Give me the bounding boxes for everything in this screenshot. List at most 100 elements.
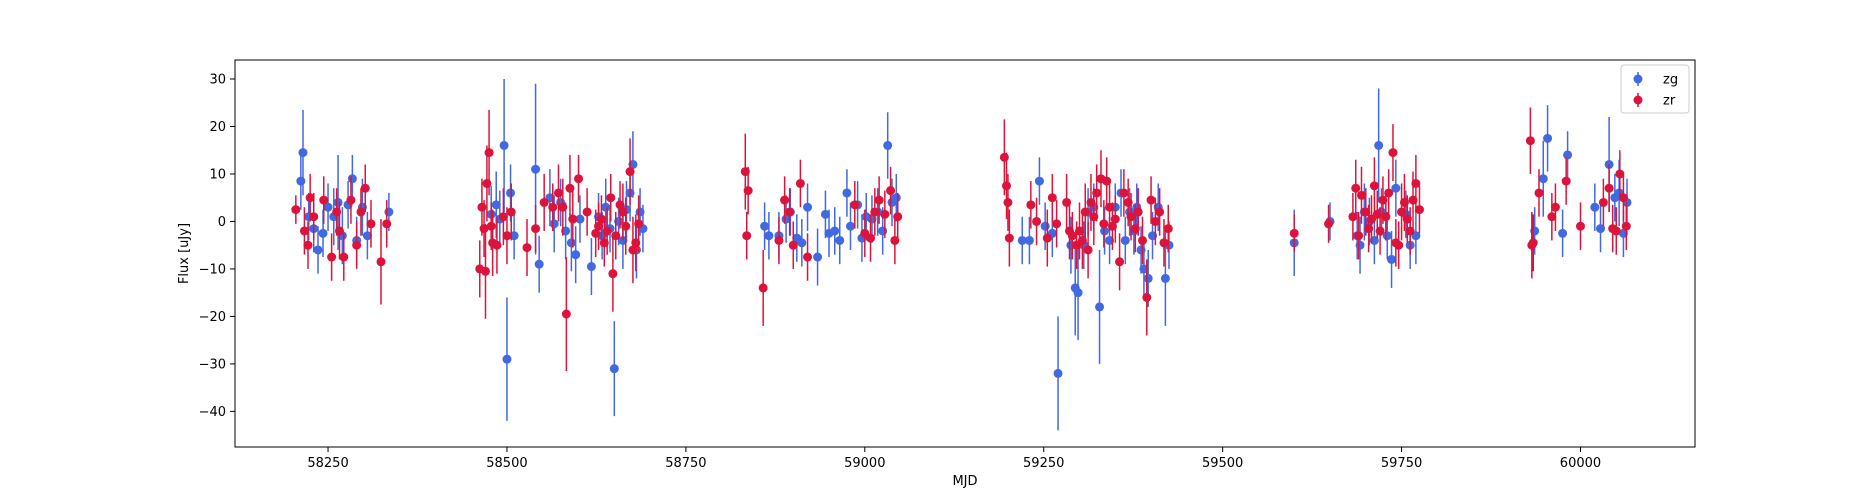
data-point [1414,205,1424,215]
data-point [1563,150,1573,160]
data-point [803,252,813,262]
y-tick-label: 0 [218,215,226,230]
data-point [1384,188,1394,198]
data-point [313,245,323,255]
plot-frame [234,59,1696,448]
data-point [531,224,541,234]
data-point [360,183,370,193]
data-point [1146,195,1156,205]
data-point [1073,288,1083,298]
data-point [1405,226,1415,236]
data-point [1026,200,1036,210]
data-point [1604,183,1614,193]
data-point [774,235,784,245]
data-point [1382,231,1392,241]
data-point [606,193,616,203]
data-point [1142,292,1152,302]
legend: zg zr [1620,64,1690,114]
data-point [566,238,576,248]
data-point [1543,133,1553,143]
data-point [376,257,386,267]
data-point [1387,254,1397,264]
data-point [299,226,309,236]
legend-marker [1633,95,1643,105]
data-point [1411,178,1421,188]
data-point [309,212,319,222]
y-tick-label: −40 [199,405,226,420]
y-tick-label: −30 [199,357,226,372]
data-point [785,207,795,217]
data-point [609,364,619,374]
data-point [296,176,306,186]
data-point [1143,273,1153,283]
data-point [506,207,516,217]
x-tick-label: 60000 [1560,456,1601,471]
data-point [1003,197,1013,207]
data-point [1110,214,1120,224]
data-point [502,354,512,364]
legend-marker [1633,74,1643,84]
data-point [502,231,512,241]
data-point [1528,238,1538,248]
data-point [548,202,558,212]
data-point [634,219,644,229]
data-point [1080,207,1090,217]
data-point [352,240,362,250]
data-point [484,148,494,158]
data-point [1391,183,1401,193]
data-point [1598,197,1608,207]
data-point [1538,174,1548,184]
data-point [1621,221,1631,231]
data-point [339,252,349,262]
data-point [575,214,585,224]
x-tick-label: 59750 [1381,456,1422,471]
x-tick-label: 58250 [307,456,348,471]
y-axis-ticks: −40 −30 −20 −10 0 10 20 30 [199,72,235,420]
data-point [356,207,366,217]
data-point [492,240,502,250]
data-point [549,219,559,229]
data-point [1119,188,1129,198]
data-point [382,219,392,229]
data-point [1590,202,1600,212]
y-axis-label: Flux [uJy] [177,223,192,284]
data-point [835,235,845,245]
data-point [743,186,753,196]
data-point [830,226,840,236]
data-point [820,209,830,219]
data-point [1102,176,1112,186]
data-point [1067,231,1077,241]
data-point [883,140,893,150]
data-point [893,212,903,222]
data-point [850,200,860,210]
data-point [334,226,344,236]
data-point [366,219,376,229]
data-point [479,224,489,234]
data-point [758,283,768,293]
y-tick-label: −10 [199,262,226,277]
data-point [764,231,774,241]
x-tick-label: 58750 [665,456,706,471]
data-point [1002,181,1012,191]
data-point [742,231,752,241]
x-tick-label: 59500 [1202,456,1243,471]
data-point [1374,140,1384,150]
data-point [499,140,509,150]
data-point [1150,216,1160,226]
data-point [1561,176,1571,186]
data-point [571,250,581,260]
data-point [1095,302,1105,312]
data-point [874,195,884,205]
data-point [1126,212,1136,222]
data-point [522,243,532,253]
data-point [539,197,549,207]
data-point [586,262,596,272]
data-point [803,202,813,212]
data-point [1133,207,1143,217]
data-point [1388,148,1398,158]
data-point [1163,224,1173,234]
data-point [498,212,508,222]
data-point [1047,193,1057,203]
data-point [1618,193,1628,203]
data-point [1611,226,1621,236]
